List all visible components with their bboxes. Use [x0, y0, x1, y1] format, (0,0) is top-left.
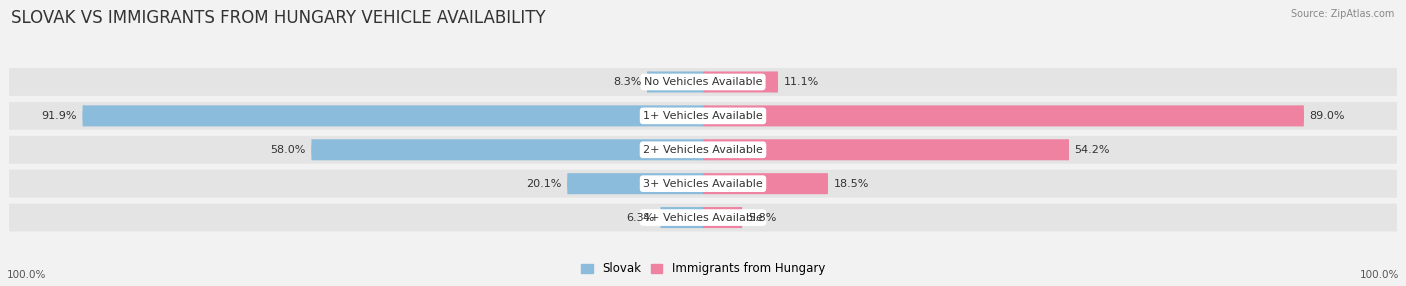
FancyBboxPatch shape: [8, 170, 1398, 198]
Circle shape: [824, 173, 828, 194]
Circle shape: [1391, 204, 1398, 231]
Circle shape: [8, 68, 15, 96]
Text: 11.1%: 11.1%: [783, 77, 818, 87]
Circle shape: [83, 105, 87, 126]
Text: 3+ Vehicles Available: 3+ Vehicles Available: [643, 179, 763, 189]
Circle shape: [1391, 136, 1398, 164]
FancyBboxPatch shape: [661, 207, 703, 228]
Text: 100.0%: 100.0%: [7, 270, 46, 280]
Circle shape: [699, 207, 703, 228]
Circle shape: [699, 173, 703, 194]
Circle shape: [703, 173, 707, 194]
Text: 54.2%: 54.2%: [1074, 145, 1109, 155]
Text: 6.3%: 6.3%: [627, 212, 655, 223]
Circle shape: [1391, 170, 1398, 198]
Circle shape: [703, 72, 707, 92]
FancyBboxPatch shape: [703, 72, 778, 92]
Circle shape: [738, 207, 742, 228]
FancyBboxPatch shape: [312, 139, 703, 160]
Circle shape: [8, 170, 15, 198]
FancyBboxPatch shape: [567, 173, 703, 194]
FancyBboxPatch shape: [8, 204, 1398, 231]
FancyBboxPatch shape: [703, 207, 742, 228]
FancyBboxPatch shape: [8, 136, 1398, 164]
Circle shape: [1391, 68, 1398, 96]
Circle shape: [699, 105, 703, 126]
Circle shape: [703, 207, 707, 228]
Circle shape: [8, 136, 15, 164]
FancyBboxPatch shape: [703, 105, 1303, 126]
Circle shape: [312, 139, 316, 160]
Text: 20.1%: 20.1%: [526, 179, 562, 189]
Circle shape: [567, 173, 572, 194]
Text: Source: ZipAtlas.com: Source: ZipAtlas.com: [1291, 9, 1395, 19]
Circle shape: [703, 139, 707, 160]
Text: 18.5%: 18.5%: [834, 179, 869, 189]
Legend: Slovak, Immigrants from Hungary: Slovak, Immigrants from Hungary: [576, 258, 830, 280]
Circle shape: [661, 207, 665, 228]
Text: No Vehicles Available: No Vehicles Available: [644, 77, 762, 87]
Text: 2+ Vehicles Available: 2+ Vehicles Available: [643, 145, 763, 155]
Circle shape: [1064, 139, 1069, 160]
FancyBboxPatch shape: [647, 72, 703, 92]
Text: SLOVAK VS IMMIGRANTS FROM HUNGARY VEHICLE AVAILABILITY: SLOVAK VS IMMIGRANTS FROM HUNGARY VEHICL…: [11, 9, 546, 27]
Circle shape: [647, 72, 651, 92]
Text: 1+ Vehicles Available: 1+ Vehicles Available: [643, 111, 763, 121]
Text: 91.9%: 91.9%: [42, 111, 77, 121]
Circle shape: [699, 72, 703, 92]
Circle shape: [703, 105, 707, 126]
FancyBboxPatch shape: [8, 68, 1398, 96]
FancyBboxPatch shape: [703, 139, 1069, 160]
Circle shape: [8, 102, 15, 130]
Text: 8.3%: 8.3%: [613, 77, 641, 87]
Circle shape: [1299, 105, 1303, 126]
Text: 89.0%: 89.0%: [1309, 111, 1346, 121]
FancyBboxPatch shape: [83, 105, 703, 126]
FancyBboxPatch shape: [703, 173, 828, 194]
Circle shape: [773, 72, 778, 92]
FancyBboxPatch shape: [8, 102, 1398, 130]
Circle shape: [699, 139, 703, 160]
Text: 58.0%: 58.0%: [270, 145, 307, 155]
Circle shape: [8, 204, 15, 231]
Circle shape: [1391, 102, 1398, 130]
Text: 100.0%: 100.0%: [1360, 270, 1399, 280]
Text: 5.8%: 5.8%: [748, 212, 776, 223]
Text: 4+ Vehicles Available: 4+ Vehicles Available: [643, 212, 763, 223]
